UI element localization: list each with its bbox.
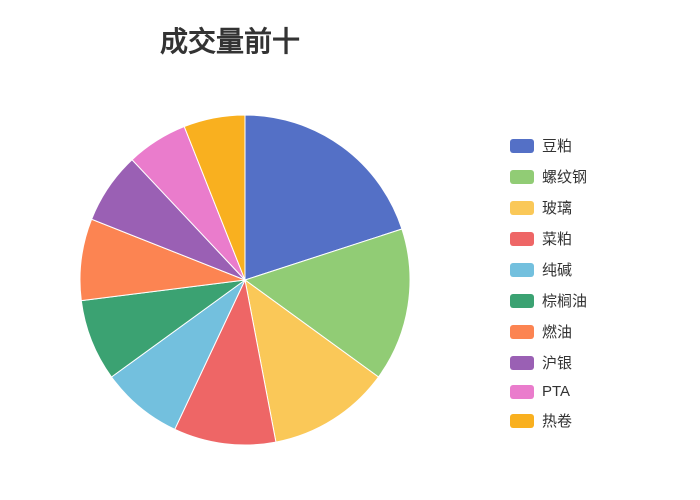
- legend-swatch: [510, 139, 534, 153]
- legend-label: 螺纹钢: [542, 166, 587, 187]
- chart-title: 成交量前十: [160, 20, 300, 60]
- legend-label: 纯碱: [542, 259, 572, 280]
- legend-label: 菜粕: [542, 228, 572, 249]
- legend-label: PTA: [542, 383, 570, 400]
- legend-item[interactable]: PTA: [510, 383, 587, 400]
- legend-item[interactable]: 燃油: [510, 321, 587, 342]
- legend-swatch: [510, 201, 534, 215]
- legend-swatch: [510, 232, 534, 246]
- legend-swatch: [510, 263, 534, 277]
- legend-item[interactable]: 螺纹钢: [510, 166, 587, 187]
- legend-swatch: [510, 385, 534, 399]
- legend-label: 玻璃: [542, 197, 572, 218]
- legend-label: 热卷: [542, 410, 572, 431]
- legend-item[interactable]: 纯碱: [510, 259, 587, 280]
- legend-label: 沪银: [542, 352, 572, 373]
- legend-item[interactable]: 棕榈油: [510, 290, 587, 311]
- legend-label: 豆粕: [542, 135, 572, 156]
- pie-svg: [78, 113, 412, 447]
- pie-chart: 成交量前十 豆粕螺纹钢玻璃菜粕纯碱棕榈油燃油沪银 PTA 热卷: [0, 0, 700, 500]
- legend-swatch: [510, 294, 534, 308]
- legend-item[interactable]: 豆粕: [510, 135, 587, 156]
- legend-item[interactable]: 沪银: [510, 352, 587, 373]
- legend-label: 燃油: [542, 321, 572, 342]
- legend-swatch: [510, 414, 534, 428]
- pie-canvas: [78, 113, 412, 447]
- legend-item[interactable]: 菜粕: [510, 228, 587, 249]
- legend-label: 棕榈油: [542, 290, 587, 311]
- legend-swatch: [510, 325, 534, 339]
- legend-swatch: [510, 170, 534, 184]
- legend-item[interactable]: 热卷: [510, 410, 587, 431]
- legend: 豆粕螺纹钢玻璃菜粕纯碱棕榈油燃油沪银 PTA 热卷: [510, 135, 587, 441]
- legend-item[interactable]: 玻璃: [510, 197, 587, 218]
- legend-swatch: [510, 356, 534, 370]
